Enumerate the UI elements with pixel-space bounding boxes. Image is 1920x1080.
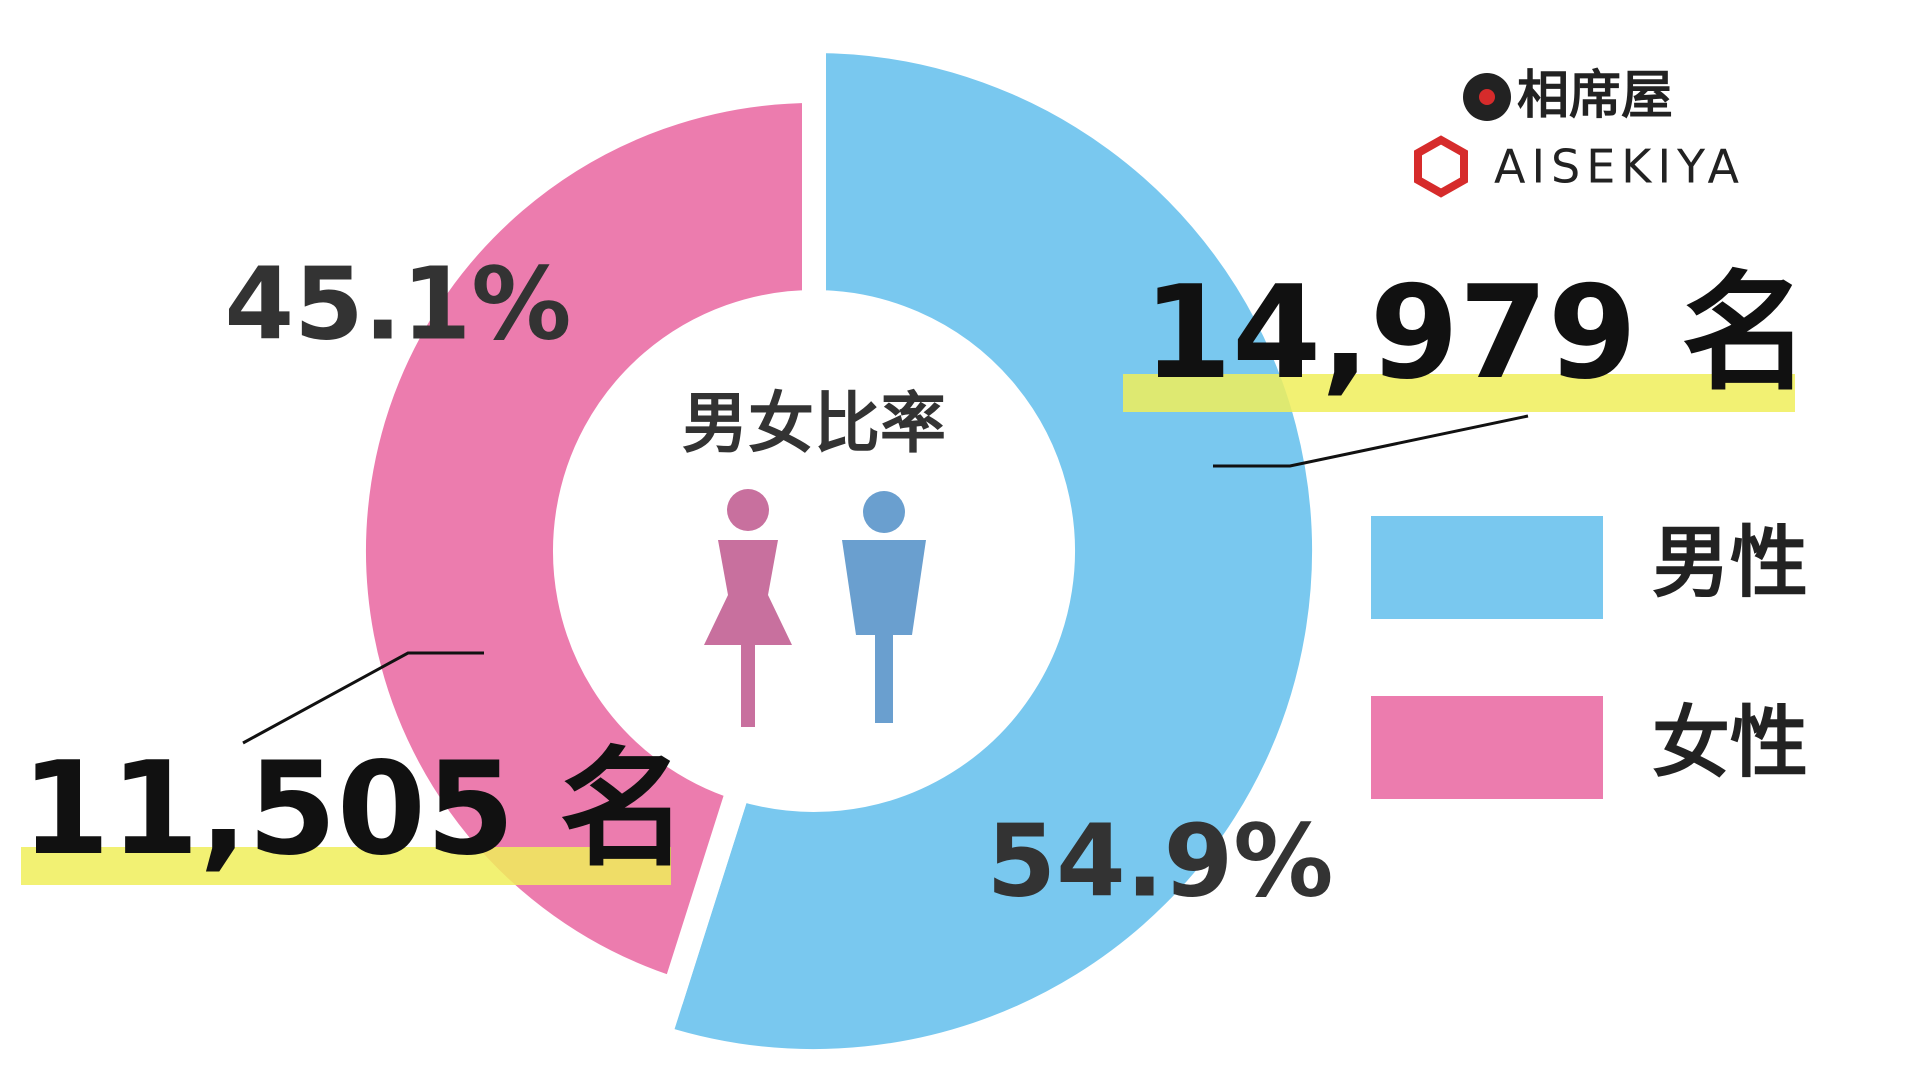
donut	[342, 28, 1336, 1073]
male-body	[842, 540, 926, 635]
legend-swatch	[1371, 516, 1603, 619]
logo-dot	[1479, 89, 1495, 105]
legend-label: 女性	[1652, 698, 1808, 788]
brand-en: AISEKIYA	[1494, 140, 1745, 194]
leader-line	[242, 651, 484, 745]
male-head	[863, 491, 905, 533]
logo: 相席屋 AISEKIYA	[1414, 66, 1745, 198]
count-label: 11,505 名	[21, 735, 688, 884]
count-label: 14,979 名	[1143, 259, 1810, 408]
female-leg	[741, 645, 755, 727]
female-head	[727, 489, 769, 531]
leader-line	[1213, 414, 1529, 468]
highlight	[1123, 374, 1795, 412]
center-title: 男女比率	[682, 385, 946, 462]
brand-icon	[1414, 135, 1468, 198]
value-label: 45.1%	[225, 245, 572, 362]
highlight	[21, 847, 671, 885]
brand-ja: 相席屋	[1517, 66, 1673, 126]
center-icons	[704, 489, 926, 727]
female-body	[704, 540, 792, 645]
legend-label: 男性	[1652, 518, 1808, 608]
value-label: 54.9%	[987, 802, 1334, 919]
male-leg	[875, 635, 893, 723]
legend-swatch	[1371, 696, 1603, 799]
donut-hole	[565, 302, 1063, 800]
